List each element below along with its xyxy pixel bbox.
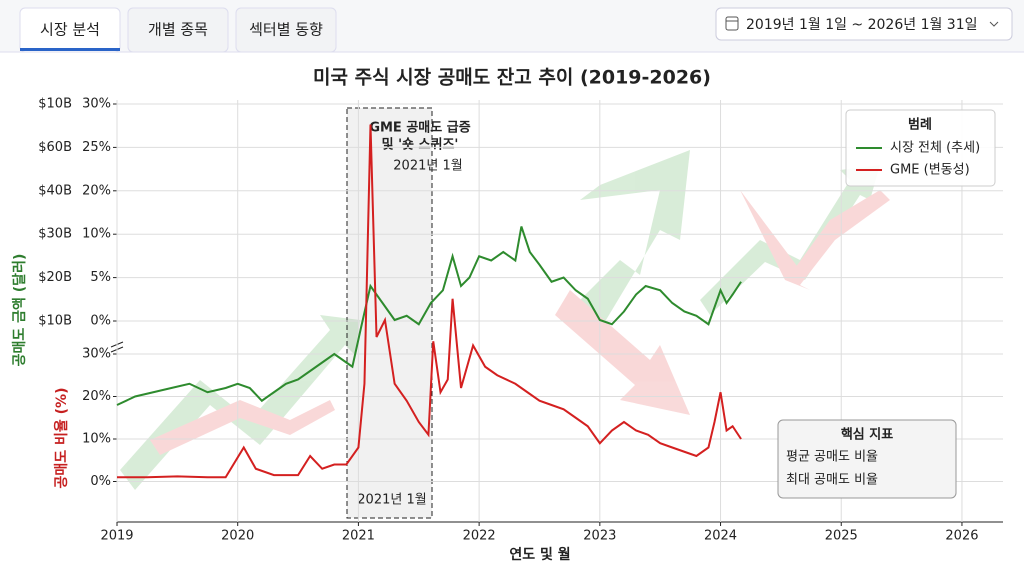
x-axis-label: 연도 및 월 (509, 546, 570, 563)
annotation-bottom-label: 2021년 1월 (357, 493, 426, 508)
y-tick-label: 30% (82, 97, 111, 112)
y-tick-label: $20B (38, 270, 72, 285)
metrics-item: 평균 공매도 비율 (786, 450, 878, 465)
x-tick-label: 2022 (463, 529, 496, 544)
x-tick-label: 2026 (945, 529, 978, 544)
series-line (117, 124, 742, 479)
tab[interactable]: 시장 분석 (19, 7, 121, 53)
tab-label[interactable]: 섹터별 동향 (249, 21, 323, 39)
date-picker[interactable]: 2019년 1월 1일 ~ 2026년 1월 31일 (715, 7, 1013, 41)
y-tick-label: 20% (82, 389, 111, 404)
metrics-title: 핵심 지표 (841, 427, 893, 443)
y-tick-label: 25% (82, 140, 111, 155)
date-range[interactable]: 2019년 1월 1일 ~ 2026년 1월 31일 (746, 17, 978, 33)
y-tick-label: 30% (82, 347, 111, 362)
x-tick-label: 2020 (221, 529, 254, 544)
y-tick-label: 10% (82, 432, 111, 447)
y-axis-label-lower: 공매도 비율 (%) (53, 388, 70, 489)
chart-title: 미국 주식 시장 공매도 잔고 추이 (2019-2026) (313, 67, 711, 89)
x-tick-label: 2024 (704, 529, 737, 544)
tab-label[interactable]: 시장 분석 (40, 21, 100, 39)
y-tick-label: 5% (90, 270, 111, 285)
legend-title: 범례 (908, 117, 932, 133)
legend-label: GME (변동성) (890, 163, 970, 178)
metrics-box: 핵심 지표 평균 공매도 비율 최대 공매도 비율 (777, 419, 957, 499)
plot: 0% $10B 5% $20B 10% $30B 20% $40B 25% $60B 30% $10B… (38, 97, 1003, 544)
legend-items: 시장 전체 (추세) GME (변동성) (856, 141, 980, 178)
tab[interactable]: 섹터별 동향 (235, 7, 337, 53)
y-tick-label: $40B (38, 183, 72, 198)
legend: 범례 (845, 109, 996, 187)
x-tick-label: 2019 (100, 529, 133, 544)
y-tick-label: $10B (38, 97, 72, 112)
tab-label[interactable]: 개별 종목 (148, 21, 208, 39)
annotation-text: 및 '숏 스퀴즈' (382, 137, 459, 153)
y-tick-label: $10B (38, 314, 72, 329)
metrics-item: 최대 공매도 비율 (786, 473, 878, 488)
legend-label: 시장 전체 (추세) (890, 141, 980, 156)
y-tick-label: 0% (90, 474, 111, 489)
y-tick-label: $30B (38, 227, 72, 242)
x-tick-label: 2023 (583, 529, 616, 544)
y-axis-label-upper: 공매도 금액 (달러) (11, 254, 28, 367)
x-tick-label: 2025 (825, 529, 858, 544)
x-tick-label: 2021 (342, 529, 375, 544)
tab[interactable]: 개별 종목 (127, 7, 229, 53)
series-line (116, 226, 742, 406)
y-tick-label: 0% (90, 314, 111, 329)
y-tick-label: 10% (82, 227, 111, 242)
annotation-text: GME 공매도 급증 (369, 121, 470, 136)
y-tick-label: 20% (82, 183, 111, 198)
y-tick-label: $60B (38, 140, 72, 155)
annotation-date: 2021년 1월 (393, 159, 462, 174)
